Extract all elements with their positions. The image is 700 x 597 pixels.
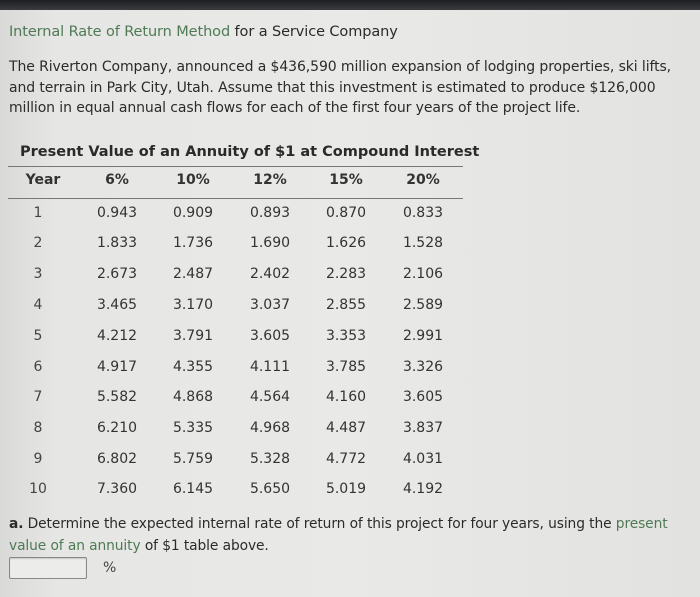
table-row: 6 4.917 4.355 4.111 3.785 3.326 — [0, 359, 480, 379]
pv-factor-cell: 4.917 — [96, 359, 138, 375]
pv-factor-cell: 0.870 — [325, 205, 367, 221]
pv-factor-cell: 3.837 — [402, 420, 444, 436]
pv-factor-cell: 4.355 — [172, 359, 214, 375]
year-cell: 10 — [29, 481, 47, 497]
title-rest: for a Service Company — [230, 24, 398, 40]
year-cell: 3 — [33, 266, 43, 282]
table-row: 8 6.210 5.335 4.968 4.487 3.837 — [0, 420, 480, 440]
table-row: 7 5.582 4.868 4.564 4.160 3.605 — [0, 389, 480, 409]
year-cell: 4 — [33, 297, 43, 313]
column-header: 10% — [176, 172, 210, 188]
pv-factor-cell: 1.528 — [402, 235, 444, 251]
pv-factor-cell: 2.673 — [96, 266, 138, 282]
table-row: 1 0.943 0.909 0.893 0.870 0.833 — [0, 205, 480, 225]
pv-factor-cell: 3.605 — [402, 389, 444, 405]
year-cell: 5 — [33, 328, 43, 344]
pv-factor-cell: 5.759 — [172, 451, 214, 467]
pv-factor-cell: 4.111 — [249, 359, 291, 375]
table-header-rule — [8, 198, 463, 199]
pv-factor-cell: 6.145 — [172, 481, 214, 497]
irr-answer-input[interactable] — [9, 557, 87, 579]
pv-factor-cell: 0.893 — [249, 205, 291, 221]
table-caption: Present Value of an Annuity of $1 at Com… — [20, 144, 480, 160]
pv-factor-cell: 5.582 — [96, 389, 138, 405]
pv-factor-cell: 4.212 — [96, 328, 138, 344]
pv-factor-cell: 2.402 — [249, 266, 291, 282]
year-cell: 9 — [33, 451, 43, 467]
pv-factor-cell: 0.909 — [172, 205, 214, 221]
pv-factor-cell: 1.736 — [172, 235, 214, 251]
pv-factor-cell: 1.690 — [249, 235, 291, 251]
question-text: Determine the expected internal rate of … — [23, 516, 616, 532]
pv-factor-cell: 3.791 — [172, 328, 214, 344]
pv-factor-cell: 2.487 — [172, 266, 214, 282]
problem-intro: The Riverton Company, announced a $436,5… — [9, 59, 672, 116]
pv-factor-cell: 4.031 — [402, 451, 444, 467]
table-row: 10 7.360 6.145 5.650 5.019 4.192 — [0, 481, 480, 501]
table-row: 3 2.673 2.487 2.402 2.283 2.106 — [0, 266, 480, 286]
pv-factor-cell: 0.943 — [96, 205, 138, 221]
year-cell: 8 — [33, 420, 43, 436]
question-a: a. Determine the expected internal rate … — [9, 513, 699, 557]
table-row: 4 3.465 3.170 3.037 2.855 2.589 — [0, 297, 480, 317]
column-header: 6% — [105, 172, 129, 188]
column-header: 15% — [329, 172, 363, 188]
year-cell: 1 — [33, 205, 43, 221]
pv-factor-cell: 4.192 — [402, 481, 444, 497]
pv-factor-cell: 3.785 — [325, 359, 367, 375]
column-header: 20% — [406, 172, 440, 188]
table-row: 2 1.833 1.736 1.690 1.626 1.528 — [0, 235, 480, 255]
column-header: 12% — [253, 172, 287, 188]
question-label: a. — [9, 516, 24, 532]
pv-factor-cell: 4.868 — [172, 389, 214, 405]
year-cell: 6 — [33, 359, 43, 375]
year-cell: 2 — [33, 235, 43, 251]
pv-factor-cell: 3.170 — [172, 297, 214, 313]
column-header: Year — [25, 172, 61, 188]
problem-title: Internal Rate of Return Method for a Ser… — [9, 24, 398, 40]
pv-factor-cell: 6.210 — [96, 420, 138, 436]
pv-factor-cell: 4.160 — [325, 389, 367, 405]
pv-factor-cell: 2.283 — [325, 266, 367, 282]
pv-factor-cell: 1.626 — [325, 235, 367, 251]
table-row: 9 6.802 5.759 5.328 4.772 4.031 — [0, 451, 480, 471]
pv-factor-cell: 5.019 — [325, 481, 367, 497]
title-glossary-link[interactable]: Internal Rate of Return Method — [9, 24, 231, 40]
pv-factor-cell: 1.833 — [96, 235, 138, 251]
pv-factor-cell: 6.802 — [96, 451, 138, 467]
pv-factor-cell: 4.487 — [325, 420, 367, 436]
pv-factor-cell: 4.968 — [249, 420, 291, 436]
table-top-rule — [8, 166, 463, 167]
pv-factor-cell: 2.589 — [402, 297, 444, 313]
pv-factor-cell: 5.650 — [249, 481, 291, 497]
pv-factor-cell: 2.855 — [325, 297, 367, 313]
problem-page — [0, 10, 700, 597]
window-top-bar — [0, 0, 700, 10]
year-cell: 7 — [33, 389, 43, 405]
pv-factor-cell: 3.353 — [325, 328, 367, 344]
pv-factor-cell: 7.360 — [96, 481, 138, 497]
pv-factor-cell: 5.335 — [172, 420, 214, 436]
pv-factor-cell: 2.106 — [402, 266, 444, 282]
percent-unit: % — [103, 560, 117, 576]
pv-factor-cell: 3.465 — [96, 297, 138, 313]
pv-factor-cell: 4.772 — [325, 451, 367, 467]
table-row: 5 4.212 3.791 3.605 3.353 2.991 — [0, 328, 480, 348]
pv-factor-cell: 3.605 — [249, 328, 291, 344]
pv-factor-cell: 3.326 — [402, 359, 444, 375]
pv-factor-cell: 4.564 — [249, 389, 291, 405]
pv-factor-cell: 5.328 — [249, 451, 291, 467]
question-text-end: of $1 table above. — [140, 538, 269, 554]
pv-annuity-glossary-link[interactable]: present value of an annuity — [9, 516, 668, 554]
pv-factor-cell: 0.833 — [402, 205, 444, 221]
pv-factor-cell: 3.037 — [249, 297, 291, 313]
pv-factor-cell: 2.991 — [402, 328, 444, 344]
